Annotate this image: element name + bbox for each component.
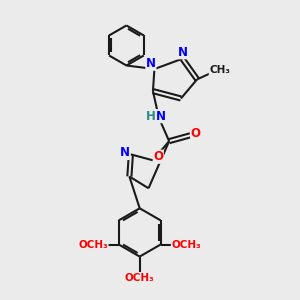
Text: N: N	[146, 57, 156, 70]
Text: OCH₃: OCH₃	[171, 239, 201, 250]
Text: N: N	[156, 110, 166, 123]
Text: H: H	[146, 110, 155, 123]
Text: OCH₃: OCH₃	[78, 239, 108, 250]
Text: O: O	[153, 150, 163, 163]
Text: OCH₃: OCH₃	[125, 273, 154, 284]
Text: O: O	[190, 127, 201, 140]
Text: N: N	[177, 46, 188, 59]
Text: N: N	[119, 146, 129, 159]
Text: CH₃: CH₃	[209, 65, 230, 76]
